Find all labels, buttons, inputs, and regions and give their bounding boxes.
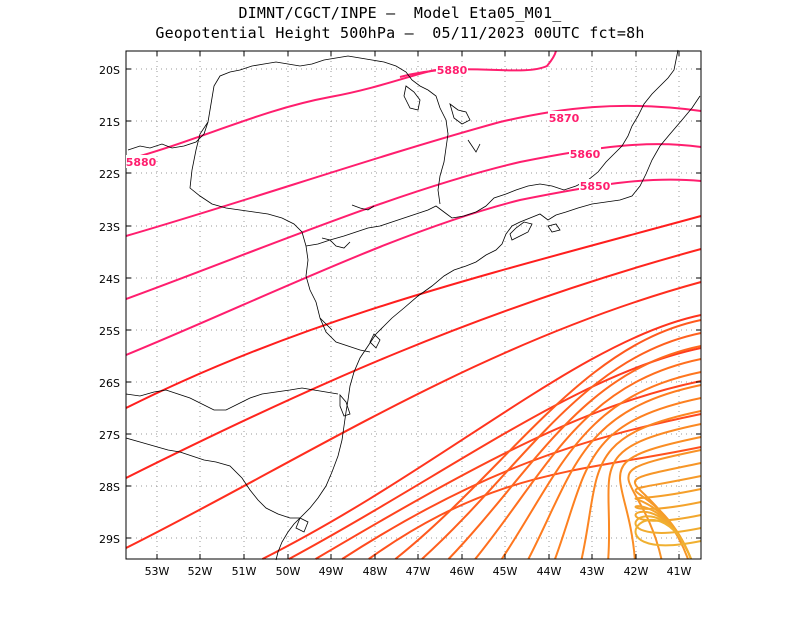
geopotential-contours (125, 50, 702, 560)
contour-line-5880-south (125, 69, 437, 161)
contour-line (580, 410, 702, 560)
lon-label-42w: 42W (624, 565, 649, 578)
contour-line (634, 518, 702, 560)
contour-line (125, 104, 702, 237)
lon-label-44w: 44W (537, 565, 562, 578)
contour-label-5860: 5860 (570, 148, 601, 161)
lon-label-47w: 47W (406, 565, 431, 578)
lon-label-48w: 48W (363, 565, 388, 578)
contour-labels: 5880 5880 5870 5860 5850 (126, 63, 611, 193)
contour-label-5870: 5870 (549, 112, 580, 125)
plot-frame (125, 50, 702, 560)
contour-line (125, 143, 702, 300)
coastline-and-borders (125, 49, 701, 561)
contour-line (125, 178, 702, 356)
contour-line (500, 371, 702, 560)
contour-line (315, 380, 702, 560)
map-title-line-2: Geopotential Height 500hPa — 05/11/2023 … (155, 24, 645, 42)
contour-line (474, 358, 702, 560)
lat-label-21s: 21S (99, 116, 120, 129)
lat-label-23s: 23S (99, 221, 120, 234)
contour-label-5850: 5850 (580, 180, 611, 193)
contour-line (527, 384, 702, 560)
lon-label-49w: 49W (319, 565, 344, 578)
lat-label-27s: 27S (99, 429, 120, 442)
contour-line (125, 215, 702, 409)
lon-label-51w: 51W (232, 565, 257, 578)
lat-label-28s: 28S (99, 481, 120, 494)
contour-label-5880-left: 5880 (126, 156, 157, 169)
contour-line (554, 397, 702, 560)
lon-label-50w: 50W (276, 565, 301, 578)
lon-label-43w: 43W (580, 565, 605, 578)
lon-label-45w: 45W (493, 565, 518, 578)
contour-line (261, 314, 702, 560)
contour-line (627, 449, 702, 560)
lon-label-53w: 53W (145, 565, 170, 578)
lat-label-24s: 24S (99, 273, 120, 286)
lat-label-29s: 29S (99, 533, 120, 546)
contour-line (394, 319, 702, 560)
lat-label-20s: 20S (99, 64, 120, 77)
lon-label-52w: 52W (188, 565, 213, 578)
lat-label-25s: 25S (99, 325, 120, 338)
contour-label-5880-top: 5880 (437, 64, 468, 77)
contour-line (368, 446, 702, 560)
contour-line (607, 423, 702, 560)
lat-label-26s: 26S (99, 377, 120, 390)
contour-line (447, 345, 702, 560)
lon-label-46w: 46W (450, 565, 475, 578)
lon-label-41w: 41W (667, 565, 692, 578)
contour-line (125, 248, 702, 479)
lat-lon-grid (126, 51, 701, 559)
contour-line (619, 436, 702, 560)
lat-label-22s: 22S (99, 168, 120, 181)
contour-line (421, 332, 702, 560)
contour-line (125, 281, 702, 549)
map-title-line-1: DIMNT/CGCT/INPE — Model Eta05_M01_ (238, 4, 562, 22)
axis-ticks (126, 51, 701, 559)
